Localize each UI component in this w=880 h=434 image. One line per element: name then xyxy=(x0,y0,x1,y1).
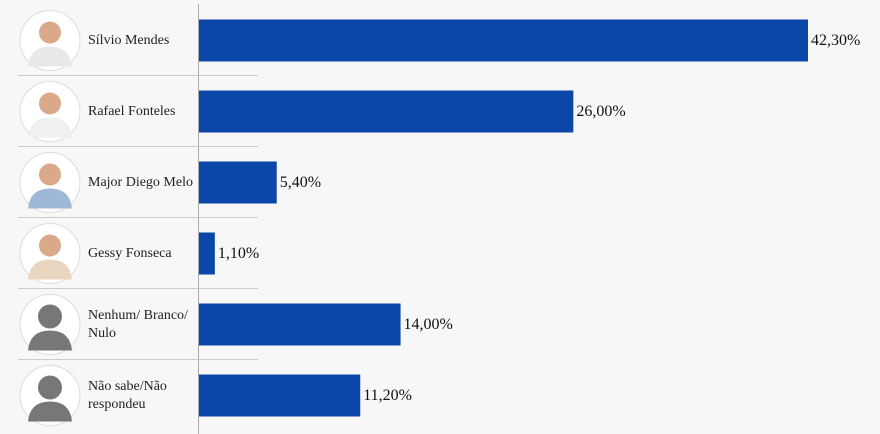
bar xyxy=(199,232,215,275)
bar xyxy=(199,161,277,204)
bar xyxy=(199,19,808,62)
avatar-body xyxy=(28,188,72,209)
avatar-head xyxy=(38,304,62,329)
avatar-head xyxy=(39,163,61,186)
avatar-head xyxy=(39,234,61,257)
bar xyxy=(199,303,401,346)
category-label: Nenhum/ Branco/ Nulo xyxy=(88,307,188,341)
avatar-head xyxy=(38,375,62,400)
avatar-body xyxy=(28,401,72,422)
value-label: 5,40% xyxy=(280,174,321,191)
avatar-head xyxy=(39,92,61,115)
value-label: 42,30% xyxy=(811,32,860,49)
category-label: Rafael Fonteles xyxy=(88,103,176,119)
bar xyxy=(199,90,574,133)
value-label: 14,00% xyxy=(404,316,453,333)
category-label: Não sabe/Não respondeu xyxy=(88,378,167,412)
bar xyxy=(199,374,361,417)
value-label: 11,20% xyxy=(363,387,412,404)
category-label: Gessy Fonseca xyxy=(88,245,172,261)
category-label: Major Diego Melo xyxy=(88,174,193,190)
value-label: 26,00% xyxy=(576,103,625,120)
avatar-head xyxy=(39,21,61,44)
avatar-body xyxy=(28,46,72,67)
avatar-body xyxy=(28,330,72,351)
value-label: 1,10% xyxy=(218,245,259,262)
category-label: Sílvio Mendes xyxy=(88,32,170,48)
avatar-body xyxy=(28,259,72,280)
avatar-body xyxy=(28,117,72,138)
